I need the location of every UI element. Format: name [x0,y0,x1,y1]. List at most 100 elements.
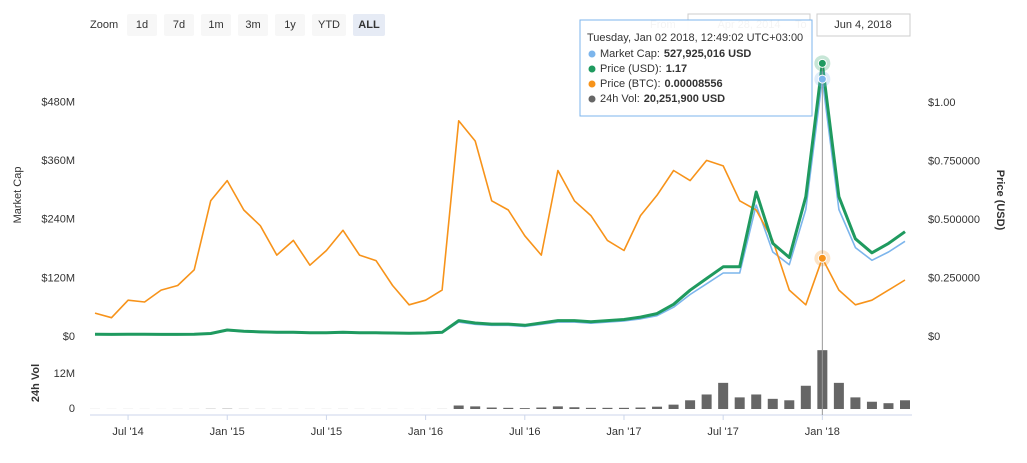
x-tick-label: Jul '16 [509,426,540,438]
zoom-button[interactable]: ALL [353,14,385,36]
tooltip-row: 24h Vol: 20,251,900 USD [600,93,725,105]
volume-bar [800,385,811,409]
volume-bar [652,406,663,409]
volume-bar [668,404,679,409]
volume-bar [519,408,530,409]
vol-axis-title: 24h Vol [30,364,42,402]
tooltip-dot [588,80,596,88]
series-line [94,61,906,336]
tooltip-value: 527,925,016 USD [664,48,752,60]
zoom-button[interactable]: 7d [164,14,194,36]
tooltip-date: Tuesday, Jan 02 2018, 12:49:02 UTC+03:00 [587,32,803,44]
volume-bar [718,382,729,409]
zoom-button-label: 1d [136,19,148,31]
tooltip-box [579,19,813,117]
zoom-button-bg [275,14,305,36]
volume-bar [701,394,712,409]
to-value: Jun 4, 2018 [834,19,892,31]
y-tick-label: $480M [41,96,75,108]
volume-bar [503,407,514,409]
volume-bar [866,401,877,409]
vol-tick-label: 0 [69,403,75,415]
zoom-button-bg [201,14,231,36]
volume-bar [602,407,613,409]
x-tick-label: Jan '17 [606,426,641,438]
tooltip-dot [588,95,596,103]
zoom-label: Zoom [90,19,118,31]
zoom-button-bg [312,14,346,36]
volume-bar [585,407,596,409]
x-tick-label: Jul '17 [707,426,738,438]
y-axis-title: Market Cap [12,167,24,224]
tooltip-label: Price (BTC): [600,78,661,90]
zoom-button[interactable]: 1m [201,14,231,36]
volume-bar [486,407,497,409]
tooltip-label: Price (USD): [600,63,662,75]
tooltip-row: Market Cap: 527,925,016 USD [600,48,751,60]
tooltip-value: 20,251,900 USD [644,93,725,105]
hover-marker [817,253,827,263]
zoom-button[interactable]: 3m [238,14,268,36]
volume-bar [900,400,910,409]
y-tick-label: $240M [41,214,75,226]
zoom-button-label: 1y [284,19,296,31]
zoom-button[interactable]: YTD [312,14,346,36]
zoom-button-bg [353,14,385,36]
volume-bar [470,406,481,409]
zoom-button-bg [164,14,194,36]
tooltip-row: Price (BTC): 0.00008556 [600,78,723,90]
volume-bar [751,394,762,409]
zoom-button-label: 1m [208,19,223,31]
y2-axis-title: Price (USD) [994,170,1006,231]
y2-tick-label: $0.500000 [928,214,980,226]
y2-tick-label: $1.00 [928,97,956,109]
series-line [94,120,906,319]
volume-bar [833,382,844,409]
tooltip-label: 24h Vol: [600,93,640,105]
to-input[interactable] [816,13,911,37]
volume-bar [552,406,563,409]
volume-bar [734,397,745,409]
volume-bar [883,403,894,409]
y2-tick-label: $0 [928,331,940,343]
volume-bar [850,397,861,409]
zoom-button-label: 3m [245,19,260,31]
volume-bar [767,398,778,409]
tooltip: Tuesday, Jan 02 2018, 12:49:02 UTC+03:00… [579,19,813,117]
tooltip-row: Price (USD): 1.17 [600,63,687,75]
volume-bar [685,400,696,409]
volume-bar [536,407,547,409]
zoom-button-label: 7d [173,19,185,31]
x-tick-label: Jan '16 [408,426,443,438]
volume-bar [453,405,464,409]
hover-marker [817,74,827,84]
volume-bar [784,400,795,409]
x-tick-label: Jan '15 [210,426,245,438]
x-tick-label: Jul '14 [112,426,143,438]
volume-bar [618,407,629,409]
tooltip-value: 1.17 [666,63,687,75]
y-tick-label: $120M [41,272,75,284]
zoom-button-label: YTD [318,19,340,31]
y2-tick-label: $0.750000 [928,155,980,167]
tooltip-dot [588,50,596,58]
zoom-button-bg [127,14,157,36]
series-line [94,78,906,336]
zoom-button[interactable]: 1d [127,14,157,36]
zoom-button[interactable]: 1y [275,14,305,36]
vol-tick-label: 12M [54,368,75,380]
hover-marker [817,58,827,68]
tooltip-value: 0.00008556 [665,78,723,90]
zoom-button-bg [238,14,268,36]
y-tick-label: $360M [41,155,75,167]
x-tick-label: Jan '18 [805,426,840,438]
zoom-button-label: ALL [358,19,380,31]
volume-bar [569,407,580,409]
y-tick-label: $0 [63,331,75,343]
y2-tick-label: $0.250000 [928,272,980,284]
tooltip-label: Market Cap: [600,48,660,60]
tooltip-dot [588,65,596,73]
x-tick-label: Jul '15 [311,426,342,438]
volume-bar [635,407,646,409]
